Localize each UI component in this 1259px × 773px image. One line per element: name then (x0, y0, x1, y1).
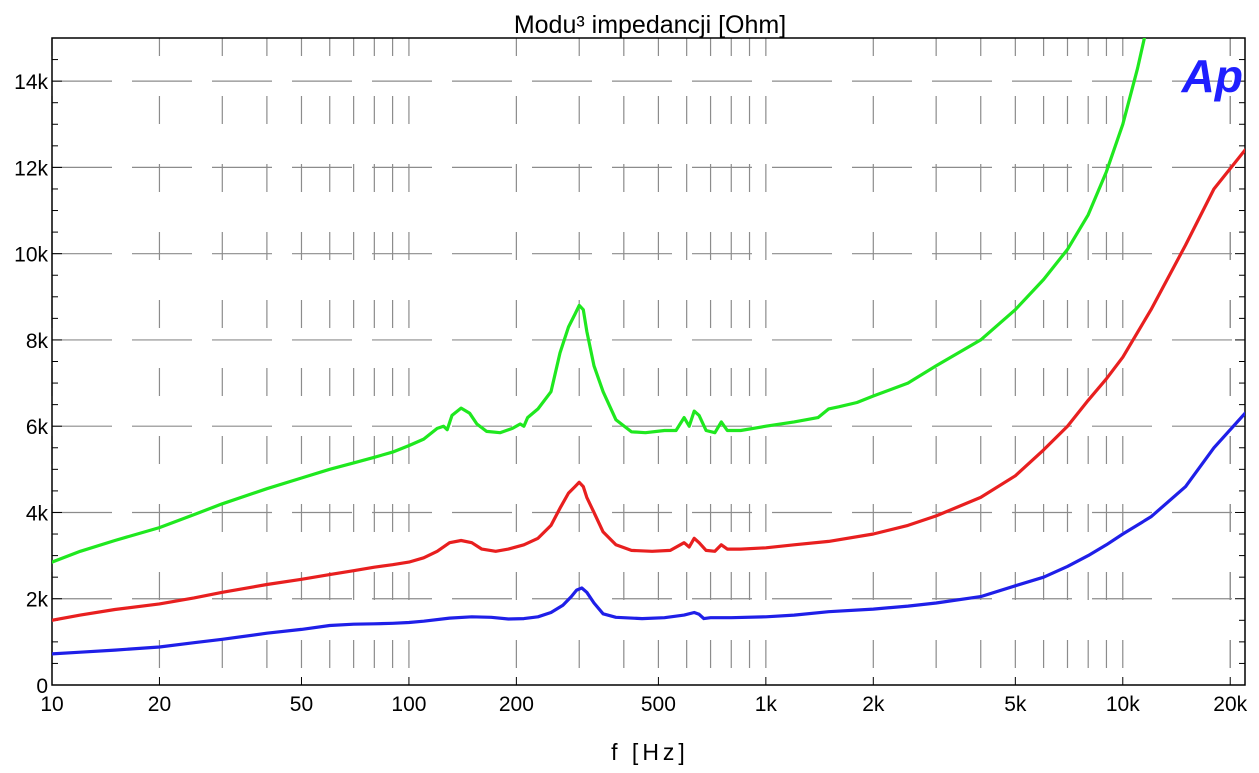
x-tick-label: 20 (148, 693, 171, 716)
x-axis-title: f [Hz] (611, 739, 689, 765)
y-tick-label: 6k (26, 416, 49, 439)
series-line-2 (52, 148, 1245, 622)
x-tick-label: 10k (1106, 693, 1140, 716)
y-tick-label: 12k (14, 157, 48, 180)
x-tick-label: 20k (1213, 693, 1247, 716)
y-tick-label: 2k (26, 589, 49, 612)
x-tick-label: 5k (1004, 693, 1027, 716)
y-tick-label: 14k (14, 71, 48, 94)
grid (51, 38, 1245, 685)
chart-title: Modu³ impedancji [Ohm] (514, 11, 786, 39)
x-tick-label: 50 (290, 693, 313, 716)
series-lines (52, 38, 1245, 656)
y-tick-label: 10k (14, 244, 48, 267)
y-tick-label: 8k (26, 330, 49, 353)
series-line-3 (52, 411, 1245, 656)
x-tick-label: 1k (755, 693, 778, 716)
ap-logo: Ap (1181, 50, 1243, 102)
x-tick-label: 500 (641, 693, 676, 716)
x-tick-label: 10 (40, 693, 63, 716)
series-line-1 (52, 38, 1147, 564)
y-tick-label: 0 (36, 675, 48, 698)
x-tick-label: 200 (499, 693, 534, 716)
x-tick-label: 2k (862, 693, 885, 716)
x-tick-label: 100 (391, 693, 426, 716)
y-tick-label: 4k (26, 502, 49, 525)
axis-ticks: 0 2k 4k 6k 8k 10k 12k 14k 10 20 50 100 200 500 1k 2k 5k 1… (14, 37, 1248, 716)
